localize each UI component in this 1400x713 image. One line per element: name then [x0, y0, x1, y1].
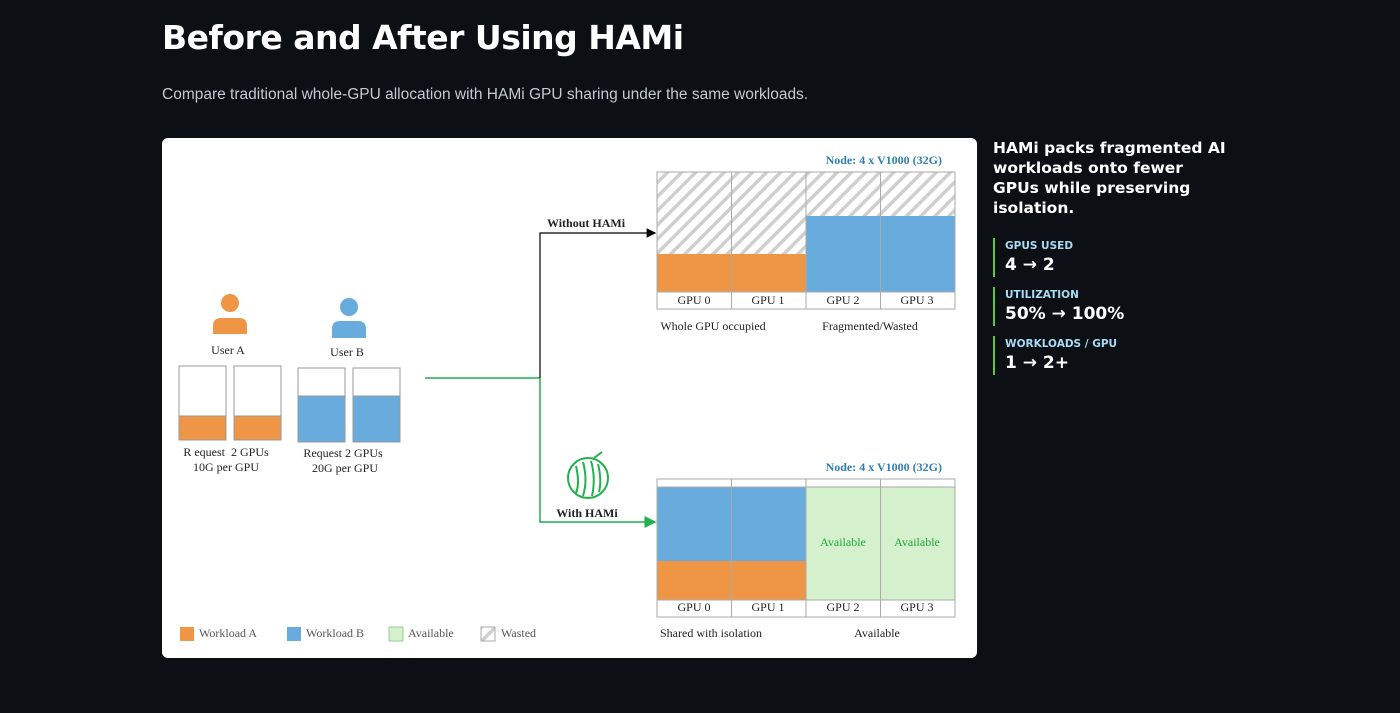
- legend-swatch: [180, 627, 194, 641]
- node-without: Node: 4 x V1000 (32G) GPU 0 GPU 1 GPU 2 …: [656, 153, 956, 333]
- sidebar: HAMi packs fragmented AI workloads onto …: [993, 138, 1233, 385]
- node-label: Node: 4 x V1000 (32G): [826, 460, 942, 474]
- caption: Shared with isolation: [660, 626, 762, 640]
- legend-label: Workload A: [199, 626, 257, 640]
- request-text: Request 2 GPUs: [303, 446, 383, 460]
- node-label: Node: 4 x V1000 (32G): [826, 153, 942, 167]
- stat-label: GPUS USED: [1005, 240, 1074, 252]
- workload-b: [352, 395, 401, 443]
- request-text: R equest 2 GPUs: [183, 445, 269, 459]
- stat: WORKLOADS / GPU 1 → 2+: [993, 336, 1233, 375]
- stat: UTILIZATION 50% → 100%: [993, 287, 1233, 326]
- legend-label: Wasted: [501, 626, 536, 640]
- stat-value: 4 → 2: [1005, 255, 1055, 275]
- gpu-label: GPU 2: [826, 293, 859, 307]
- memory-text: 20G per GPU: [312, 461, 378, 475]
- gpu-label: GPU 3: [900, 293, 933, 307]
- wasted: [731, 172, 806, 254]
- hami-logo: [567, 451, 609, 499]
- legend-label: Workload B: [306, 626, 364, 640]
- legend: Workload A Workload B Available Wasted: [180, 626, 536, 642]
- arrow-with: [539, 378, 657, 528]
- available-label: Available: [894, 535, 940, 549]
- gpu-label: GPU 0: [677, 293, 710, 307]
- user-label: User A: [211, 343, 245, 357]
- user-icon: [221, 294, 239, 312]
- user-icon: [213, 318, 247, 334]
- gpu-label: GPU 3: [900, 600, 933, 614]
- stat: GPUS USED 4 → 2: [993, 238, 1233, 277]
- legend-swatch: [287, 627, 301, 641]
- legend-swatch: [388, 626, 404, 642]
- page-subtitle: Compare traditional whole-GPU allocation…: [162, 86, 809, 103]
- caption: Whole GPU occupied: [660, 319, 765, 333]
- workload-a: [233, 415, 282, 441]
- node-with: Node: 4 x V1000 (32G) Available Availabl…: [656, 460, 956, 640]
- user-icon: [332, 321, 366, 338]
- gpu-label: GPU 1: [751, 293, 784, 307]
- stat-label: WORKLOADS / GPU: [1005, 338, 1118, 350]
- page-title: Before and After Using HAMi: [162, 18, 684, 57]
- available-label: Available: [820, 535, 866, 549]
- stat-label: UTILIZATION: [1005, 289, 1079, 301]
- stat-value: 1 → 2+: [1005, 353, 1069, 373]
- caption: Available: [854, 626, 900, 640]
- legend-label: Available: [408, 626, 454, 640]
- sidebar-headline: HAMi packs fragmented AI workloads onto …: [993, 139, 1226, 217]
- gpu-grid: [657, 172, 955, 309]
- gpu-grid: [657, 479, 955, 617]
- stat-value: 50% → 100%: [1005, 304, 1125, 324]
- workload-b: [297, 395, 346, 443]
- arrow-without: [539, 228, 657, 378]
- user-label: User B: [330, 345, 364, 359]
- gpu-label: GPU 0: [677, 600, 710, 614]
- user-a: User A R equest 2 GPUs 10G per GPU: [178, 294, 282, 474]
- diagram: User A R equest 2 GPUs 10G per GPU User …: [162, 138, 977, 658]
- branch-label: Without HAMi: [547, 216, 626, 230]
- legend-swatch: [480, 626, 496, 642]
- gpu-label: GPU 1: [751, 600, 784, 614]
- caption: Fragmented/Wasted: [822, 319, 918, 333]
- user-b: User B Request 2 GPUs 20G per GPU: [297, 298, 401, 475]
- workload-a: [178, 415, 227, 441]
- memory-text: 10G per GPU: [193, 460, 259, 474]
- branch-label: With HAMi: [556, 506, 618, 520]
- user-icon: [340, 298, 358, 316]
- wasted: [657, 172, 732, 254]
- gpu-label: GPU 2: [826, 600, 859, 614]
